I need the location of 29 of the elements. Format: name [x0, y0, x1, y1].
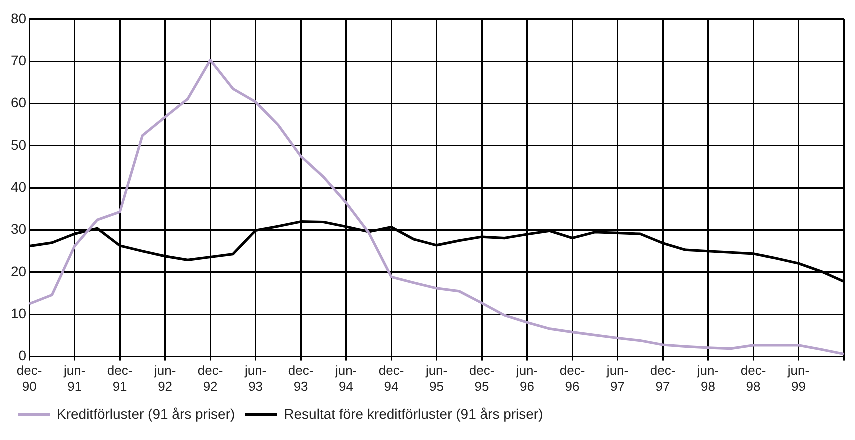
x-tick-label: dec-96: [560, 363, 586, 394]
x-tick-label: dec-98: [740, 363, 766, 394]
x-tick-label: dec-93: [288, 363, 314, 394]
y-tick-label: 80: [10, 10, 27, 26]
y-tick-label: 50: [10, 136, 27, 153]
x-tick-label: dec-90: [16, 363, 42, 394]
x-tick-label: jun-91: [62, 363, 86, 394]
x-tick-label: jun-93: [244, 363, 267, 394]
y-tick-label: 60: [10, 94, 27, 111]
x-tick-label: jun-97: [606, 363, 629, 394]
x-tick-label: dec-95: [469, 363, 495, 394]
x-tick-label: dec-97: [650, 363, 676, 394]
x-tick-label: dec-94: [378, 363, 404, 394]
x-tick-label: jun-96: [515, 363, 538, 394]
x-tick-label: jun-92: [153, 363, 176, 394]
y-tick-label: 40: [10, 178, 27, 195]
legend-label: Kreditförluster (91 års priser): [57, 406, 236, 422]
y-tick-label: 70: [10, 52, 27, 68]
legend-label: Resultat före kreditförluster (91 års priser): [284, 406, 544, 422]
x-tick-label: jun-98: [696, 363, 720, 394]
y-tick-label: 20: [10, 263, 27, 280]
y-tick-label: 0: [18, 348, 27, 364]
x-tick-label: dec-92: [198, 363, 224, 394]
y-tick-label: 30: [10, 221, 27, 238]
x-tick-label: dec-91: [107, 363, 133, 394]
y-tick-label: 10: [10, 305, 27, 322]
x-tick-label: jun-94: [334, 363, 358, 394]
x-tick-label: jun-99: [786, 363, 810, 394]
x-tick-label: jun-95: [424, 363, 448, 394]
